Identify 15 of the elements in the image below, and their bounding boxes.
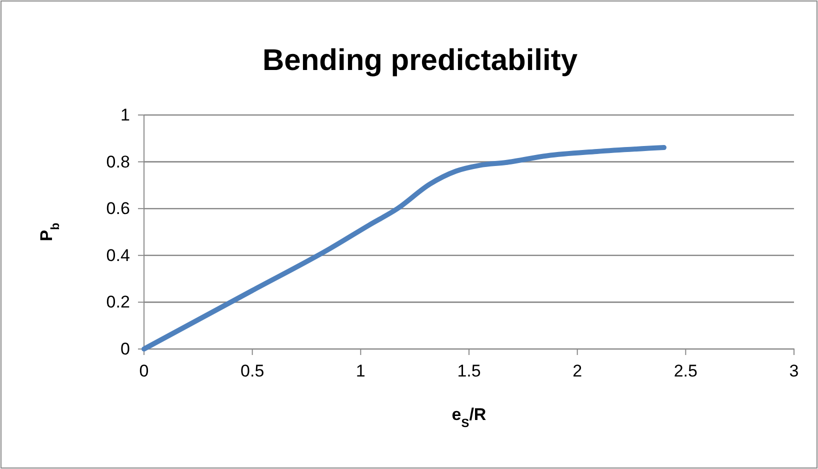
x-tick-label: 0.5 [240, 362, 264, 381]
x-tick-label: 2 [572, 362, 582, 381]
x-tick-label: 2.5 [674, 362, 698, 381]
x-axis-title: e$_{S}$/R [452, 405, 486, 430]
chart-title: Bending predictability [262, 44, 578, 77]
y-tick-label: 0.8 [106, 152, 130, 172]
x-tick-label: 0 [139, 362, 149, 381]
y-tick-label: 0.2 [106, 292, 130, 312]
x-tick-label: 1.5 [457, 362, 481, 381]
x-tick-label: 3 [789, 362, 799, 381]
y-tick-label: 0.4 [106, 246, 130, 265]
y-tick-label: 0 [120, 339, 130, 358]
x-tick-label: 1 [356, 362, 366, 381]
y-tick-label: 1 [120, 105, 130, 124]
y-tick-label: 0.6 [106, 199, 130, 218]
